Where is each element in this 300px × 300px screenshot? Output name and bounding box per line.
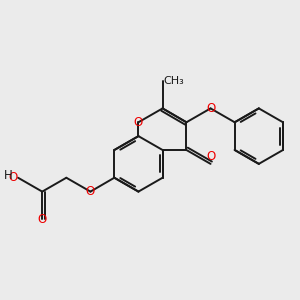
Text: O: O: [134, 116, 143, 129]
Text: O: O: [86, 185, 95, 198]
Text: CH₃: CH₃: [164, 76, 184, 86]
Text: O: O: [206, 150, 215, 164]
Text: H: H: [4, 169, 12, 182]
Text: O: O: [9, 171, 18, 184]
Text: O: O: [38, 213, 47, 226]
Text: O: O: [206, 102, 215, 115]
